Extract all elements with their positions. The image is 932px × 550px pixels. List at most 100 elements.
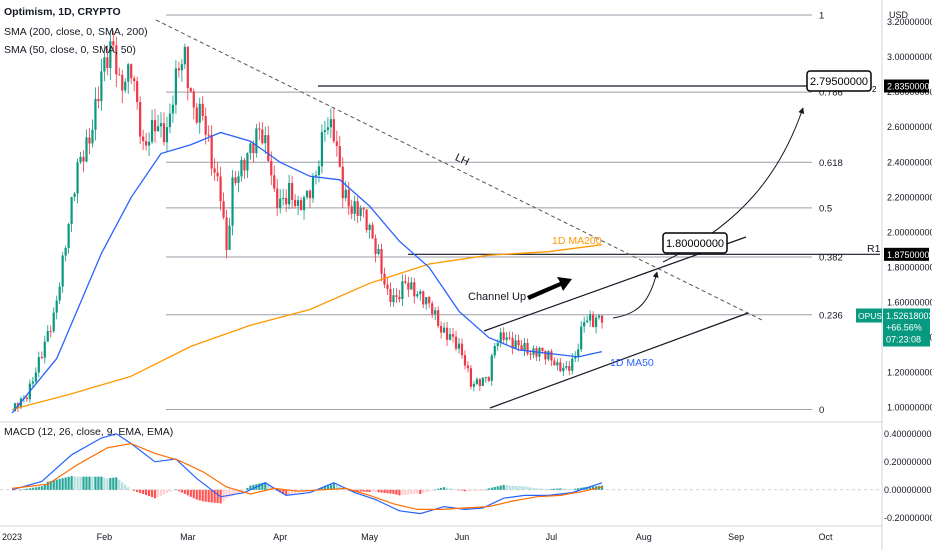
- candle[interactable]: [139, 96, 142, 145]
- candle[interactable]: [115, 36, 118, 88]
- candle[interactable]: [508, 331, 511, 341]
- candle[interactable]: [52, 307, 55, 333]
- candle[interactable]: [106, 45, 109, 76]
- candle[interactable]: [264, 126, 267, 155]
- candle[interactable]: [523, 337, 526, 357]
- candle[interactable]: [401, 274, 404, 307]
- candle[interactable]: [568, 360, 571, 376]
- candle[interactable]: [153, 108, 157, 143]
- candle[interactable]: [73, 191, 76, 202]
- candle[interactable]: [136, 76, 139, 110]
- candle[interactable]: [580, 320, 583, 353]
- candle[interactable]: [502, 327, 505, 344]
- candle[interactable]: [267, 125, 270, 163]
- channel-lower-line[interactable]: [489, 312, 749, 409]
- candle[interactable]: [168, 103, 172, 134]
- candle[interactable]: [195, 102, 198, 125]
- candle[interactable]: [481, 377, 484, 387]
- candle[interactable]: [118, 67, 121, 76]
- candle[interactable]: [124, 78, 127, 93]
- candle[interactable]: [34, 367, 37, 385]
- candle[interactable]: [553, 357, 556, 366]
- candle[interactable]: [46, 325, 49, 342]
- candle[interactable]: [547, 349, 550, 362]
- sma200-line[interactable]: [11, 244, 603, 411]
- candle[interactable]: [425, 296, 428, 310]
- candle[interactable]: [404, 274, 407, 285]
- macd-line[interactable]: [11, 433, 603, 515]
- candle[interactable]: [243, 157, 246, 179]
- candle[interactable]: [222, 192, 225, 220]
- candle[interactable]: [460, 338, 464, 359]
- candle[interactable]: [252, 140, 255, 163]
- candle[interactable]: [440, 321, 443, 339]
- candle[interactable]: [457, 337, 461, 354]
- candle[interactable]: [490, 353, 493, 386]
- candle[interactable]: [231, 169, 234, 236]
- candle[interactable]: [505, 331, 508, 346]
- candle[interactable]: [133, 75, 136, 92]
- candle[interactable]: [389, 282, 392, 307]
- candle[interactable]: [371, 222, 374, 239]
- candle[interactable]: [350, 199, 353, 220]
- signal-line[interactable]: [11, 442, 603, 510]
- candle[interactable]: [79, 151, 82, 164]
- candle[interactable]: [368, 223, 371, 239]
- projection-arrow-1[interactable]: [612, 271, 659, 319]
- lh-trendline[interactable]: [155, 19, 763, 321]
- candle[interactable]: [416, 290, 419, 299]
- candle[interactable]: [58, 282, 61, 305]
- candle[interactable]: [291, 175, 294, 209]
- candle[interactable]: [431, 301, 434, 319]
- candle[interactable]: [308, 189, 312, 208]
- candle[interactable]: [192, 88, 195, 120]
- candle[interactable]: [443, 322, 446, 334]
- candle[interactable]: [112, 30, 115, 50]
- candle[interactable]: [156, 114, 160, 132]
- candle[interactable]: [600, 315, 604, 329]
- candle[interactable]: [419, 289, 422, 301]
- candle[interactable]: [246, 152, 249, 179]
- candle[interactable]: [210, 125, 213, 176]
- candle[interactable]: [359, 205, 362, 222]
- candle[interactable]: [150, 109, 154, 145]
- candle[interactable]: [448, 328, 452, 341]
- candle[interactable]: [249, 142, 252, 160]
- candle[interactable]: [597, 314, 601, 320]
- candle[interactable]: [159, 111, 163, 138]
- candle[interactable]: [493, 343, 496, 359]
- candle[interactable]: [302, 195, 306, 220]
- candle[interactable]: [31, 376, 34, 388]
- candle[interactable]: [305, 190, 309, 200]
- candle[interactable]: [174, 60, 177, 114]
- candle[interactable]: [97, 86, 100, 109]
- candle[interactable]: [517, 334, 520, 352]
- candle[interactable]: [273, 165, 276, 193]
- candle[interactable]: [311, 173, 315, 203]
- candle[interactable]: [550, 348, 553, 366]
- candle[interactable]: [103, 44, 106, 82]
- candle[interactable]: [466, 361, 470, 373]
- candle[interactable]: [410, 277, 413, 290]
- sma50-line[interactable]: [11, 131, 603, 414]
- candle[interactable]: [49, 325, 52, 338]
- candle[interactable]: [55, 295, 58, 320]
- candle[interactable]: [395, 288, 398, 303]
- candle[interactable]: [538, 346, 541, 362]
- candle[interactable]: [362, 206, 365, 218]
- candle[interactable]: [511, 331, 514, 355]
- candle[interactable]: [317, 160, 321, 183]
- candle[interactable]: [586, 315, 589, 324]
- candle[interactable]: [276, 178, 279, 217]
- candle[interactable]: [100, 58, 103, 111]
- candle[interactable]: [377, 244, 380, 256]
- candle[interactable]: [434, 307, 437, 321]
- candle[interactable]: [147, 132, 151, 157]
- candle[interactable]: [234, 171, 237, 186]
- candle[interactable]: [94, 87, 97, 141]
- candle[interactable]: [469, 364, 473, 390]
- candle[interactable]: [109, 29, 112, 80]
- candle[interactable]: [559, 358, 562, 373]
- candle[interactable]: [463, 350, 467, 370]
- candle[interactable]: [142, 129, 145, 151]
